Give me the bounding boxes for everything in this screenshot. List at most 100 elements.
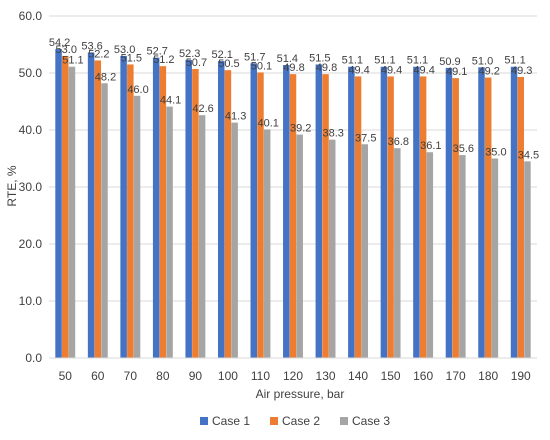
data-label: 50.7 <box>186 57 207 69</box>
bar-case-1 <box>283 65 290 359</box>
data-label: 53.6 <box>81 40 102 52</box>
x-tick-label: 190 <box>511 369 531 383</box>
bar-case-2 <box>387 76 394 359</box>
bar-case-2 <box>94 60 102 359</box>
bar-case-1 <box>348 66 355 358</box>
data-label: 49.2 <box>478 66 499 78</box>
data-label: 49.4 <box>381 64 402 76</box>
x-tick-label: 180 <box>478 369 498 383</box>
bar-case-3 <box>231 122 238 358</box>
bar-case-1 <box>185 59 192 358</box>
data-label: 51.1 <box>342 55 363 67</box>
bar-case-2 <box>159 66 167 358</box>
bar-case-2 <box>257 72 264 359</box>
data-label: 49.8 <box>283 62 304 74</box>
data-label: 46.0 <box>127 84 148 96</box>
data-label: 49.4 <box>413 64 434 76</box>
x-tick-label: 160 <box>413 369 433 383</box>
bar-case-3 <box>198 115 206 359</box>
data-label: 35.0 <box>485 147 506 159</box>
data-labels: 54.253.051.153.652.248.253.051.546.052.7… <box>49 37 539 161</box>
bar-case-2 <box>62 55 69 359</box>
bar-case-3 <box>394 148 401 358</box>
bar-case-3 <box>263 129 271 358</box>
y-tick-label: 10.0 <box>19 294 43 308</box>
legend-label: Case 3 <box>352 414 390 428</box>
data-label: 36.1 <box>420 140 441 152</box>
x-tick-label: 130 <box>316 369 336 383</box>
x-tick-label: 120 <box>283 369 303 383</box>
data-label: 49.8 <box>316 62 337 74</box>
data-label: 51.7 <box>244 51 265 63</box>
bar-case-2 <box>289 74 297 358</box>
bar-case-3 <box>296 134 303 358</box>
x-tick-label: 100 <box>218 369 238 383</box>
legend-label: Case 2 <box>282 414 320 428</box>
data-label: 48.2 <box>95 71 116 83</box>
legend-item-case-2: Case 2 <box>270 414 320 428</box>
x-tick-label: 110 <box>251 369 270 383</box>
x-tick-label: 140 <box>348 369 368 383</box>
y-tick-label: 60.0 <box>19 9 43 23</box>
data-label: 51.4 <box>277 53 298 65</box>
data-label: 42.6 <box>192 103 213 115</box>
bar-case-2 <box>419 76 427 359</box>
bar-case-1 <box>380 66 388 358</box>
y-tick-label: 20.0 <box>19 237 43 251</box>
data-label: 52.7 <box>146 46 167 58</box>
data-label: 40.1 <box>257 117 278 129</box>
data-label: 51.2 <box>153 54 174 66</box>
data-label: 37.5 <box>355 132 376 144</box>
bar-case-2 <box>127 64 134 358</box>
x-tick-label: 60 <box>91 369 105 383</box>
data-label: 38.3 <box>323 128 344 140</box>
data-label: 50.9 <box>439 56 460 68</box>
bar-case-2 <box>484 77 492 358</box>
data-label: 41.3 <box>225 111 246 123</box>
data-label: 39.2 <box>290 123 311 135</box>
data-label: 51.1 <box>504 55 525 67</box>
bar-case-2 <box>192 69 199 358</box>
bar-case-1 <box>152 57 160 359</box>
legend-item-case-1: Case 1 <box>200 414 250 428</box>
bar-case-3 <box>133 95 141 359</box>
x-tick-label: 150 <box>381 369 401 383</box>
axes: 0.0 10.0 20.0 30.0 40.0 50.0 60.0 50 60 70 80 90 100… <box>19 9 537 383</box>
y-tick-label: 30.0 <box>19 180 43 194</box>
data-label: 51.5 <box>309 52 330 64</box>
data-label: 54.2 <box>49 37 70 49</box>
bar-case-1 <box>217 61 225 358</box>
data-label: 52.2 <box>88 48 109 60</box>
x-tick-label: 70 <box>124 369 138 383</box>
bar-case-3 <box>491 158 499 358</box>
data-label: 51.5 <box>121 52 142 64</box>
bar-case-3 <box>361 144 369 358</box>
data-label: 53.0 <box>56 44 77 56</box>
bar-case-3 <box>426 152 434 358</box>
bar-case-1 <box>478 67 485 359</box>
legend-swatch <box>200 417 208 425</box>
bar-case-2 <box>354 76 362 359</box>
y-tick-label: 50.0 <box>19 66 43 80</box>
bar-case-1 <box>87 52 95 358</box>
bar-case-2 <box>452 78 459 358</box>
bar-case-1 <box>120 55 127 359</box>
bar-case-3 <box>166 106 173 358</box>
data-label: 49.4 <box>348 64 369 76</box>
bar-case-3 <box>328 139 336 358</box>
bar-case-1 <box>445 67 453 359</box>
bar-case-1 <box>250 63 258 359</box>
data-label: 36.8 <box>388 136 409 148</box>
y-axis-title: RTE, % <box>5 165 19 206</box>
data-label: 52.3 <box>179 48 200 60</box>
bar-case-1 <box>55 49 62 359</box>
legend-swatch <box>270 417 278 425</box>
x-tick-label: 170 <box>446 369 466 383</box>
data-label: 35.6 <box>453 143 474 155</box>
data-label: 51.1 <box>62 55 83 67</box>
x-tick-label: 90 <box>189 369 203 383</box>
data-label: 50.1 <box>251 60 272 72</box>
data-label: 49.1 <box>446 66 467 78</box>
